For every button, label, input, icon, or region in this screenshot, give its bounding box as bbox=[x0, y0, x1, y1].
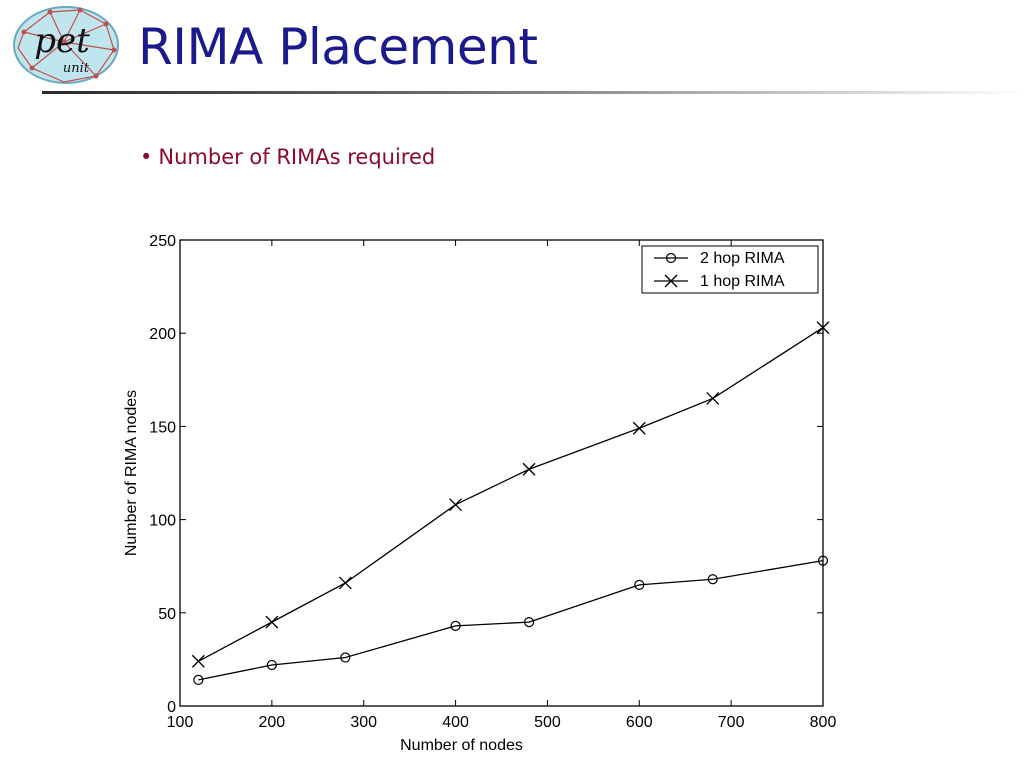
x-axis-label: Number of nodes bbox=[400, 737, 523, 754]
data-point-stroke bbox=[522, 462, 536, 476]
legend: 2 hop RIMA 1 hop RIMA bbox=[641, 245, 819, 294]
x-tick-label: 500 bbox=[534, 714, 561, 731]
legend-label: 2 hop RIMA bbox=[700, 250, 785, 267]
page-title: RIMA Placement bbox=[138, 18, 538, 76]
legend-marker bbox=[664, 274, 678, 288]
data-point-stroke bbox=[632, 421, 646, 435]
data-point bbox=[265, 615, 279, 629]
legend-item: 1 hop RIMA bbox=[654, 273, 785, 290]
series-line bbox=[198, 327, 824, 662]
data-point bbox=[706, 391, 720, 405]
legend-marker bbox=[665, 252, 677, 264]
data-point bbox=[266, 659, 277, 671]
y-tick-label: 100 bbox=[149, 513, 176, 530]
pet-unit-logo: pet unit bbox=[13, 6, 119, 84]
y-axis-label: Number of RIMA nodes bbox=[123, 390, 140, 556]
logo-text: pet bbox=[34, 21, 90, 61]
data-point-stroke bbox=[338, 576, 352, 590]
data-point-stroke bbox=[449, 498, 463, 512]
legend-marker-stroke bbox=[664, 274, 678, 288]
bullet-item: • Number of RIMAs required bbox=[140, 145, 435, 169]
data-point bbox=[523, 617, 535, 628]
data-point bbox=[634, 579, 645, 590]
data-point bbox=[338, 576, 352, 590]
data-point bbox=[450, 620, 461, 631]
x-tick-label: 600 bbox=[626, 714, 653, 731]
y-tick-label: 250 bbox=[149, 233, 176, 250]
data-point bbox=[522, 462, 536, 476]
x-tick-label: 300 bbox=[350, 714, 377, 731]
title-divider bbox=[42, 91, 1024, 94]
data-point bbox=[816, 321, 830, 335]
legend-label: 1 hop RIMA bbox=[700, 273, 785, 290]
data-point-stroke bbox=[265, 615, 279, 629]
data-point-stroke bbox=[191, 654, 205, 668]
data-point bbox=[340, 652, 351, 663]
data-point bbox=[193, 674, 204, 686]
series-1-hop-rima bbox=[191, 321, 830, 668]
y-tick-label: 150 bbox=[149, 419, 176, 436]
data-point bbox=[707, 574, 718, 585]
data-point bbox=[817, 555, 829, 566]
bullet-icon: • bbox=[140, 145, 153, 169]
data-point bbox=[632, 421, 646, 435]
y-tick-label: 200 bbox=[149, 326, 176, 343]
series-line bbox=[198, 559, 824, 681]
legend-item: 2 hop RIMA bbox=[654, 250, 785, 267]
bullet-text: Number of RIMAs required bbox=[158, 145, 436, 169]
x-tick-label: 200 bbox=[259, 714, 286, 731]
y-tick-label: 50 bbox=[158, 606, 176, 623]
data-point-stroke bbox=[706, 391, 720, 405]
series-2-hop-rima bbox=[193, 555, 829, 686]
data-point bbox=[191, 654, 205, 668]
data-point-stroke bbox=[816, 321, 830, 335]
data-point bbox=[449, 498, 463, 512]
x-tick-label: 100 bbox=[167, 714, 194, 731]
x-tick-label: 400 bbox=[442, 714, 469, 731]
y-tick-label: 0 bbox=[167, 699, 176, 716]
x-tick-label: 800 bbox=[810, 714, 837, 731]
logo-subtext: unit bbox=[63, 61, 90, 76]
x-tick-label: 700 bbox=[718, 714, 745, 731]
plot-area bbox=[179, 239, 824, 707]
